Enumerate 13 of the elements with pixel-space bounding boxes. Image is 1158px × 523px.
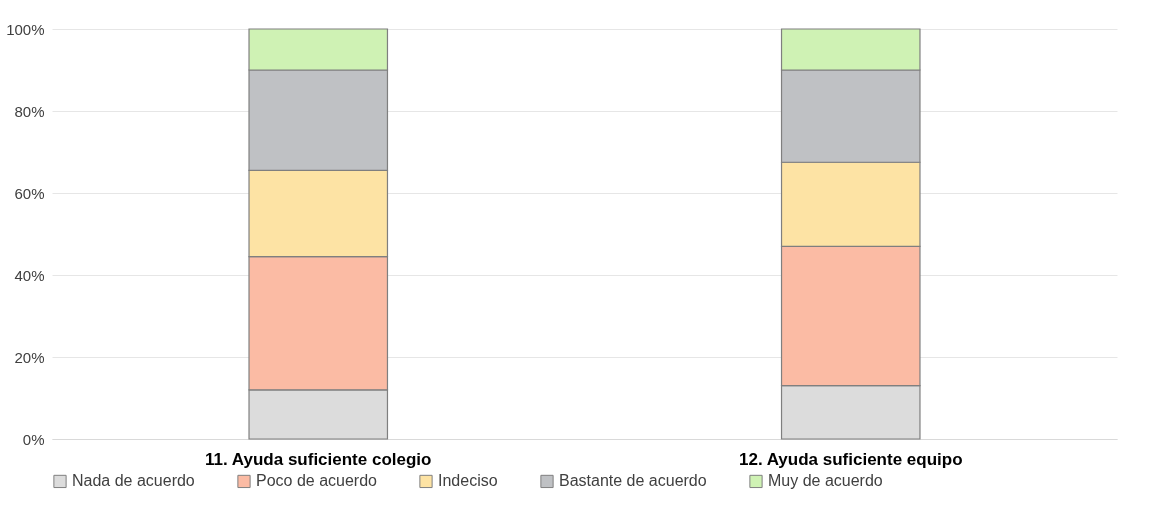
- legend-label: Bastante de acuerdo: [559, 472, 707, 490]
- legend-label: Nada de acuerdo: [72, 472, 195, 490]
- x-tick-label: 12. Ayuda suficiente equipo: [738, 449, 963, 469]
- y-tick-label: 20%: [14, 348, 45, 366]
- y-tick-label: 40%: [14, 266, 45, 284]
- y-tick-label: 0%: [22, 430, 45, 448]
- y-tick-label: 80%: [14, 102, 45, 120]
- x-tick-label: 11. Ayuda suficiente colegio: [205, 449, 432, 469]
- legend-label: Muy de acuerdo: [768, 472, 883, 490]
- legend-label: Indeciso: [438, 472, 498, 490]
- y-tick-label: 60%: [14, 184, 45, 202]
- y-tick-label: 100%: [6, 20, 45, 38]
- legend-label: Poco de acuerdo: [256, 472, 378, 490]
